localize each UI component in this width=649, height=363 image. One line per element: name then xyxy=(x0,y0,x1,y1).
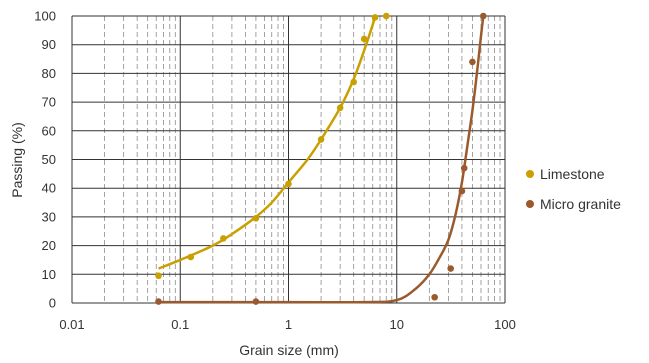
y-tick-label: 40 xyxy=(42,181,56,196)
y-tick-label: 90 xyxy=(42,37,56,52)
data-point xyxy=(285,180,292,188)
data-point xyxy=(336,104,344,112)
data-point xyxy=(252,298,260,305)
grid-lines xyxy=(71,15,506,304)
legend: Limestone Micro granite xyxy=(526,166,621,212)
y-axis-title: Passing (%) xyxy=(9,122,25,197)
legend-marker xyxy=(526,200,534,208)
y-tick-label: 70 xyxy=(42,95,56,110)
data-point xyxy=(155,298,162,305)
data-point xyxy=(431,293,438,301)
x-tick-label: 10 xyxy=(390,317,404,332)
data-point xyxy=(371,14,379,21)
data-point xyxy=(458,187,466,195)
tick-labels: 0.01 0.1 1 10 100 0 10 20 30 40 50 60 70 80 90 100 xyxy=(34,9,516,333)
x-tick-label: 0.01 xyxy=(59,317,84,332)
series-line xyxy=(158,15,485,304)
legend-marker xyxy=(526,170,534,178)
y-tick-label: 10 xyxy=(42,267,56,282)
y-tick-label: 60 xyxy=(42,123,56,138)
data-point xyxy=(447,265,454,272)
data-point xyxy=(382,12,390,20)
series-layer xyxy=(155,12,487,305)
series-line xyxy=(158,15,377,270)
series-1 xyxy=(155,12,390,280)
data-point xyxy=(460,164,468,172)
y-tick-label: 100 xyxy=(34,9,56,24)
legend-label: Limestone xyxy=(540,166,605,182)
data-point xyxy=(220,235,227,242)
data-point xyxy=(252,215,260,222)
data-point xyxy=(360,35,368,43)
x-tick-label: 0.1 xyxy=(171,317,189,332)
data-point xyxy=(479,12,487,20)
series-2 xyxy=(155,12,487,305)
data-point xyxy=(155,272,162,280)
y-tick-label: 50 xyxy=(42,152,56,167)
y-tick-label: 20 xyxy=(42,238,56,253)
x-tick-label: 1 xyxy=(285,317,292,332)
legend-label: Micro granite xyxy=(540,196,621,212)
data-point xyxy=(317,136,325,143)
y-tick-label: 0 xyxy=(49,296,56,311)
data-point xyxy=(187,253,195,261)
y-tick-label: 80 xyxy=(42,66,56,81)
data-point xyxy=(350,78,357,86)
x-axis-title: Grain size (mm) xyxy=(239,342,339,358)
x-tick-label: 100 xyxy=(494,317,516,332)
data-point xyxy=(469,58,476,66)
y-tick-label: 30 xyxy=(42,209,56,224)
